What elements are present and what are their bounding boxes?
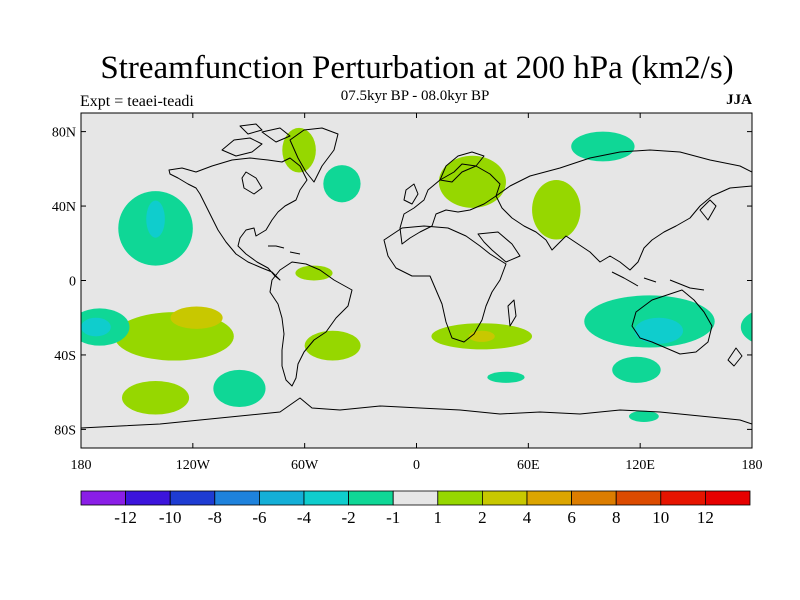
coast-arabia bbox=[477, 231, 521, 263]
anomaly-region bbox=[170, 306, 223, 329]
colorbar-label: 12 bbox=[697, 508, 714, 527]
colorbar-swatch bbox=[303, 490, 349, 506]
colorbar-swatch bbox=[125, 490, 171, 506]
colorbar-label: 1 bbox=[434, 508, 443, 527]
anomaly-region bbox=[612, 356, 661, 383]
colorbar-label: -1 bbox=[386, 508, 400, 527]
colorbar-label: -4 bbox=[297, 508, 312, 527]
experiment-label: Expt = teaei-teadi bbox=[80, 93, 194, 110]
coast-south-america bbox=[269, 261, 353, 387]
x-axis: 180 120W 60W 0 60E 120E 180 bbox=[71, 113, 763, 473]
anomaly-region bbox=[487, 371, 525, 383]
anomaly-region bbox=[323, 165, 361, 203]
anomaly-layer bbox=[81, 127, 752, 422]
colorbar-swatch bbox=[705, 490, 751, 506]
colorbar-swatch bbox=[660, 490, 706, 506]
anomaly-region bbox=[295, 265, 333, 281]
coast-europe bbox=[399, 163, 501, 245]
coast-scandinavia bbox=[439, 151, 485, 183]
x-tick-label: 120E bbox=[625, 458, 655, 473]
colorbar-label: -12 bbox=[114, 508, 137, 527]
colorbar-swatch bbox=[437, 490, 483, 506]
coast-indonesia bbox=[611, 271, 705, 291]
x-tick-label: 60E bbox=[517, 458, 540, 473]
anomaly-region bbox=[122, 381, 190, 415]
anomaly-region bbox=[146, 200, 165, 238]
colorbar-swatch bbox=[615, 490, 662, 506]
y-tick-label: 40N bbox=[52, 200, 76, 215]
y-tick-label: 40S bbox=[54, 349, 76, 364]
x-tick-label: 120W bbox=[176, 458, 211, 473]
colorbar-label: 2 bbox=[478, 508, 487, 527]
anomaly-region bbox=[628, 410, 659, 422]
colorbar-swatch bbox=[571, 490, 617, 506]
x-tick-label: 180 bbox=[742, 458, 763, 473]
coast-greenland bbox=[289, 127, 339, 183]
coast-hudson-bay bbox=[241, 171, 263, 195]
colorbar-swatch bbox=[214, 490, 260, 506]
coast-madagascar bbox=[507, 299, 517, 327]
colorbar-swatch bbox=[348, 490, 394, 506]
colorbar-label: -8 bbox=[208, 508, 222, 527]
coast-caribbean bbox=[268, 245, 301, 255]
colorbar-swatch bbox=[258, 490, 305, 506]
season-label: JJA bbox=[726, 92, 752, 108]
colorbar: -12 -10 -8 -6 -4 -2 -1 1 2 4 6 8 10 12 bbox=[80, 490, 751, 527]
colorbar-swatch bbox=[169, 490, 216, 506]
colorbar-swatch bbox=[481, 490, 528, 506]
x-tick-label: 180 bbox=[71, 458, 92, 473]
coast-asia bbox=[495, 149, 752, 271]
y-tick-label: 80S bbox=[54, 423, 76, 438]
x-tick-label: 60W bbox=[291, 458, 319, 473]
anomaly-region bbox=[634, 317, 684, 344]
anomaly-region bbox=[468, 330, 495, 342]
coast-japan bbox=[699, 199, 717, 221]
chart-title: Streamfunction Perturbation at 200 hPa (… bbox=[100, 50, 734, 86]
anomaly-region bbox=[213, 369, 266, 408]
y-tick-label: 0 bbox=[69, 275, 76, 290]
colorbar-swatch bbox=[526, 490, 572, 506]
y-axis: 80N 40N 0 40S 80S bbox=[52, 126, 752, 438]
coast-antarctica bbox=[81, 397, 752, 429]
anomaly-region bbox=[304, 330, 361, 361]
colorbar-label: 10 bbox=[652, 508, 669, 527]
colorbar-label: 4 bbox=[523, 508, 532, 527]
y-tick-label: 80N bbox=[52, 126, 76, 141]
anomaly-region bbox=[532, 180, 581, 240]
anomaly-region bbox=[438, 155, 506, 208]
coast-new-zealand bbox=[727, 347, 743, 367]
anomaly-region bbox=[740, 312, 752, 342]
anomaly-region bbox=[81, 317, 111, 337]
chart-subtitle: 07.5kyr BP - 08.0kyr BP bbox=[340, 88, 490, 104]
colorbar-swatch bbox=[392, 490, 439, 506]
coast-australia bbox=[631, 289, 713, 355]
coast-north-america bbox=[168, 157, 308, 281]
coastlines bbox=[81, 123, 752, 429]
x-tick-label: 0 bbox=[413, 458, 420, 473]
map-background bbox=[81, 113, 752, 448]
anomaly-region bbox=[571, 131, 635, 162]
colorbar-label: 8 bbox=[612, 508, 621, 527]
coast-arctic-islands bbox=[221, 123, 291, 157]
coast-british-isles bbox=[403, 183, 419, 205]
colorbar-label: 6 bbox=[567, 508, 576, 527]
colorbar-label: -10 bbox=[159, 508, 182, 527]
colorbar-swatch bbox=[80, 490, 126, 506]
colorbar-label: -6 bbox=[252, 508, 266, 527]
coast-africa bbox=[383, 225, 507, 343]
colorbar-label: -2 bbox=[342, 508, 356, 527]
